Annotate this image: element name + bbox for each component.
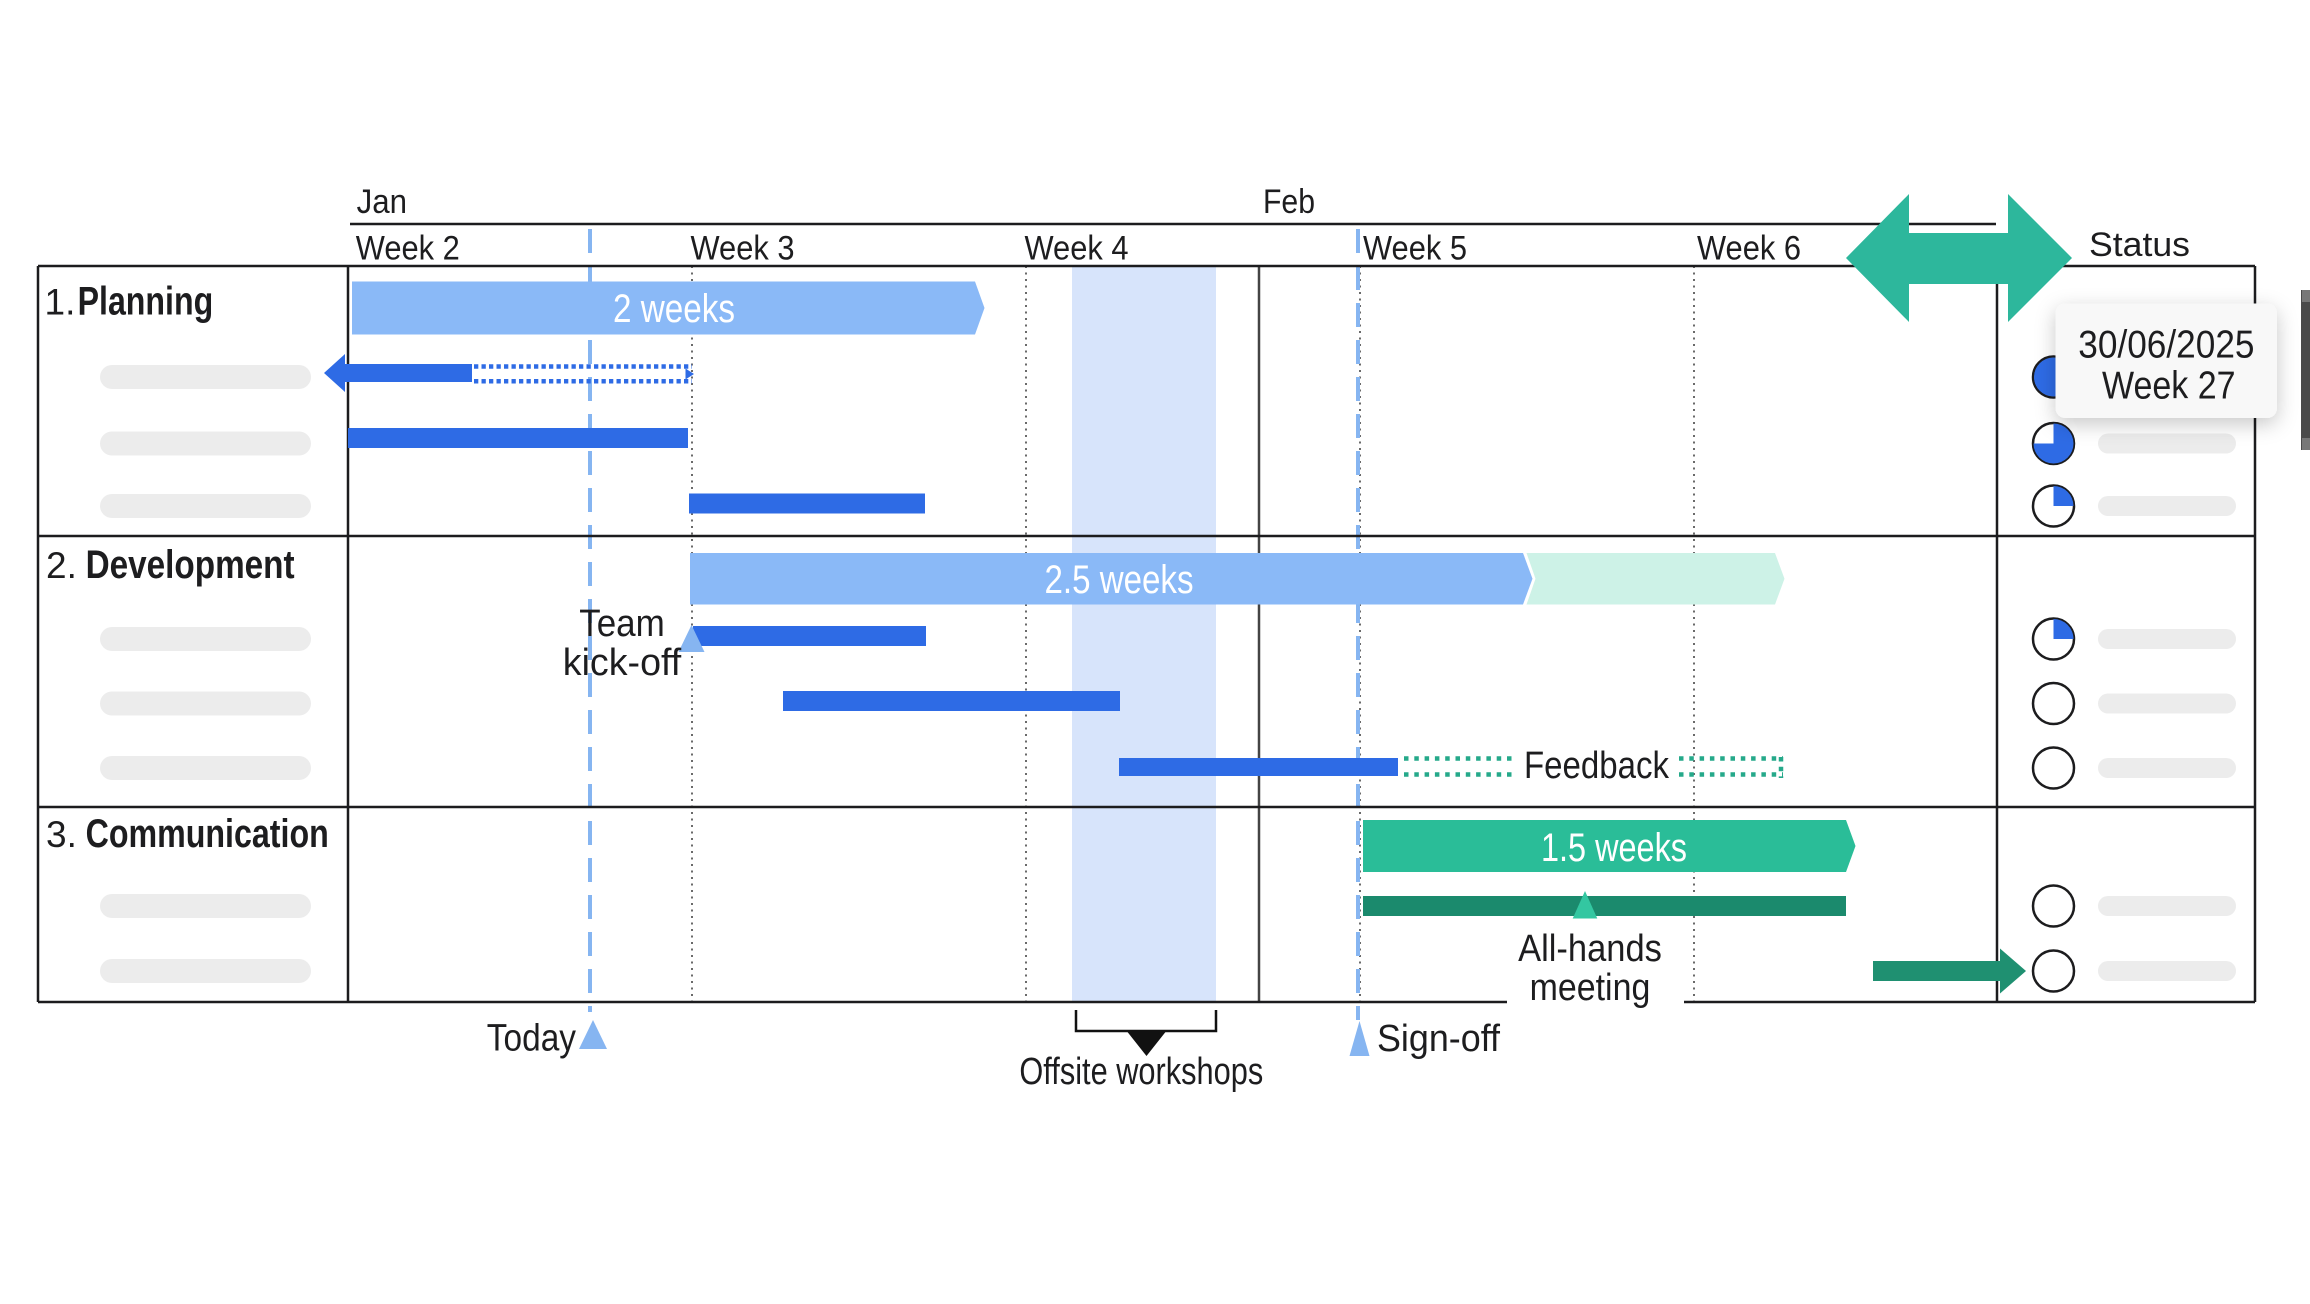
svg-text:meeting: meeting (1530, 967, 1651, 1009)
svg-text:Week 5: Week 5 (1363, 230, 1467, 268)
svg-text:Week 3: Week 3 (691, 230, 795, 268)
svg-text:All-hands: All-hands (1518, 928, 1662, 970)
svg-text:kick-off: kick-off (563, 642, 682, 684)
svg-text:1.5 weeks: 1.5 weeks (1541, 826, 1687, 870)
svg-text:Week 6: Week 6 (1697, 230, 1801, 268)
svg-text:Today: Today (487, 1018, 576, 1060)
svg-text:2.5 weeks: 2.5 weeks (1045, 558, 1194, 602)
svg-text:Development: Development (86, 543, 295, 587)
svg-text:Sign-off: Sign-off (1377, 1018, 1500, 1060)
svg-text:1.: 1. (45, 281, 76, 322)
svg-text:2 weeks: 2 weeks (613, 287, 735, 331)
svg-text:Week 2: Week 2 (356, 230, 460, 268)
svg-text:Communication: Communication (86, 812, 329, 856)
svg-text:Week 4: Week 4 (1025, 230, 1129, 268)
svg-text:Status: Status (2089, 226, 2190, 264)
svg-text:Week 27: Week 27 (2102, 365, 2236, 408)
svg-text:Team: Team (579, 603, 665, 645)
svg-text:Planning: Planning (78, 279, 214, 323)
svg-text:2.: 2. (46, 545, 77, 586)
svg-text:Feb: Feb (1263, 183, 1315, 221)
svg-text:Feedback: Feedback (1524, 745, 1670, 787)
svg-text:3.: 3. (46, 814, 77, 855)
svg-text:30/06/2025: 30/06/2025 (2078, 324, 2254, 367)
svg-text:Offsite workshops: Offsite workshops (1019, 1051, 1263, 1093)
svg-text:Jan: Jan (357, 183, 407, 221)
